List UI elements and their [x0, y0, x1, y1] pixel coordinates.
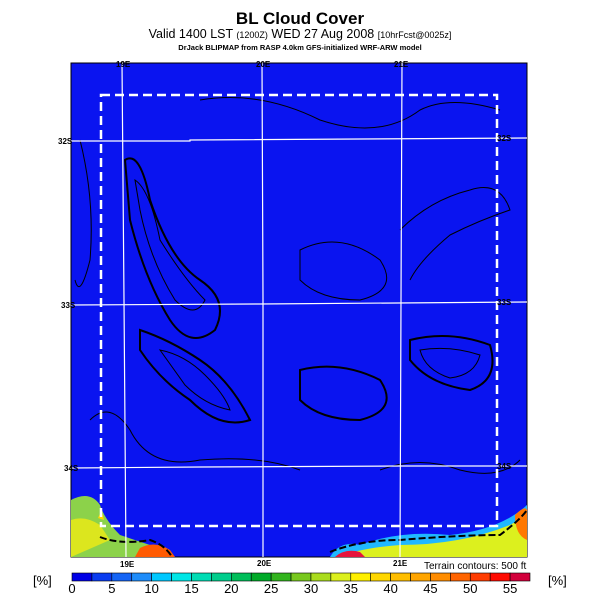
colorbar-swatch: [390, 572, 411, 582]
colorbar-swatch: [350, 572, 371, 582]
colorbar-tick-label: 45: [423, 581, 437, 596]
terrain-contours: [74, 97, 528, 558]
colorbar-swatch: [270, 572, 292, 582]
colorbar-swatch: [310, 572, 332, 582]
colorbar-tick-label: 5: [108, 581, 115, 596]
lat-label-right-34s: 34S: [497, 462, 512, 471]
utc-time: (1200Z): [236, 30, 268, 40]
model-credit: DrJack BLIPMAP from RASP 4.0km GFS-initi…: [178, 43, 422, 52]
forecast-info: [10hrFcst@0025z]: [377, 30, 452, 40]
colorbar-swatch: [91, 572, 113, 582]
lon-label-bottom-21e: 21E: [393, 559, 408, 568]
colorbar-swatch: [171, 572, 192, 582]
lon-label-top-20e: 20E: [256, 60, 271, 69]
valid-time: Valid 1400 LST: [148, 27, 233, 41]
colorbar-swatch: [489, 572, 511, 582]
colorbar-swatch: [250, 572, 272, 582]
colorbar-swatch: [430, 572, 451, 582]
colorbar-swatch: [290, 572, 312, 582]
colorbar-tick-label: 50: [463, 581, 477, 596]
colorbar-swatch: [191, 572, 212, 582]
colorbar-tick-label: 55: [503, 581, 517, 596]
colorbar-swatch: [469, 572, 491, 582]
map-background: [70, 62, 528, 558]
lon-label-top-21e: 21E: [394, 60, 409, 69]
forecast-domain-box: [99, 93, 499, 528]
colorbar-tick-label: 10: [144, 581, 158, 596]
colorbar-tick-label: 25: [264, 581, 278, 596]
colorbar: 0 5 10 15 20 25 30 35 40 45 50 55: [68, 572, 531, 596]
colorbar-swatch: [111, 572, 133, 582]
lon-label-bottom-19e: 19E: [120, 560, 135, 569]
lat-label-right-33s: 33S: [497, 298, 512, 307]
chart-subtitle: Valid 1400 LST (1200Z) WED 27 Aug 2008 […: [0, 27, 600, 41]
colorbar-swatch: [450, 572, 471, 582]
coastal-cloud-field: [71, 496, 527, 557]
colorbar-swatch: [151, 572, 172, 582]
chart-title: BL Cloud Cover: [235, 9, 365, 28]
colorbar-tick-label: 20: [224, 581, 238, 596]
lat-label-33s: 33S: [61, 301, 76, 310]
colorbar-swatch: [131, 572, 152, 582]
lat-label-34s: 34S: [64, 464, 79, 473]
lat-label-right-32s: 32S: [497, 134, 512, 143]
colorbar-tick-label: 35: [344, 581, 358, 596]
unit-label-left: [%]: [33, 573, 52, 588]
colorbar-tick-label: 15: [184, 581, 198, 596]
colorbar-tick-label: 40: [383, 581, 397, 596]
colorbar-tick-label: 30: [304, 581, 318, 596]
valid-date: WED 27 Aug 2008: [271, 27, 375, 41]
colorbar-swatch: [211, 572, 232, 582]
lon-label-bottom-20e: 20E: [257, 559, 272, 568]
colorbar-swatch: [330, 572, 352, 582]
terrain-contour-note: Terrain contours: 500 ft: [424, 561, 526, 572]
colorbar-swatch: [71, 572, 93, 582]
lon-label-top-19e: 19E: [116, 60, 131, 69]
colorbar-swatch: [410, 572, 431, 582]
lat-lon-grid: [70, 62, 528, 558]
colorbar-swatch: [231, 572, 252, 582]
lat-label-32s: 32S: [58, 137, 73, 146]
colorbar-swatch: [370, 572, 391, 582]
colorbar-tick-label: 0: [68, 581, 75, 596]
colorbar-swatch: [509, 572, 531, 582]
unit-label-right: [%]: [548, 573, 567, 588]
